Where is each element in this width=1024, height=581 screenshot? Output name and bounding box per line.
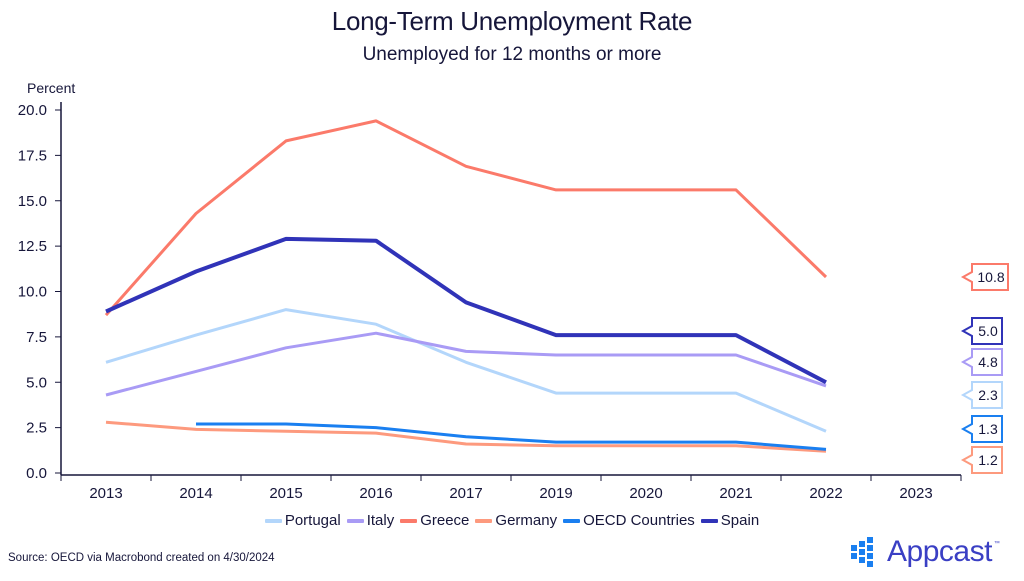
appcast-logo-text: Appcast — [887, 535, 992, 568]
callout-box — [960, 381, 1003, 409]
legend-label: Spain — [720, 512, 760, 529]
chart-subtitle: Unemployed for 12 months or more — [362, 44, 662, 65]
legend-swatch — [563, 518, 581, 523]
appcast-logo: Appcast ™ — [851, 537, 1000, 567]
end-label-oecd-countries: 1.3 — [960, 415, 1003, 443]
x-tick-label: 2022 — [809, 485, 842, 502]
y-tick-label: 2.5 — [26, 420, 47, 437]
end-value-text: 10.8 — [977, 269, 1004, 285]
y-tick-label: 17.5 — [18, 147, 47, 164]
end-value-labels: 10.8 5.0 4.8 2.3 1.3 1.2 — [960, 263, 1009, 474]
x-tick-label: 2021 — [719, 485, 752, 502]
legend-item-portugal: Portugal — [264, 512, 341, 529]
legend-swatch — [346, 518, 364, 523]
y-tick-label: 20.0 — [18, 102, 47, 119]
y-tick-label: 12.5 — [18, 238, 47, 255]
y-tick-label: 10.0 — [18, 284, 47, 301]
end-label-greece: 10.8 — [960, 263, 1009, 291]
end-label-italy: 4.8 — [960, 348, 1003, 376]
callout-box — [960, 348, 1003, 376]
legend-swatch — [475, 518, 493, 523]
chart-title: Long-Term Unemployment Rate — [331, 6, 693, 36]
appcast-logo-icon — [851, 537, 873, 567]
x-axis-ticks: 2013 2014 2015 2016 2017 2019 2020 2021 2022 2023 — [60, 475, 962, 502]
end-value-text: 4.8 — [978, 354, 998, 370]
y-tick-label: 7.5 — [26, 329, 47, 346]
callout-box — [960, 317, 1003, 345]
legend-swatch — [700, 518, 718, 523]
legend-swatch — [264, 518, 282, 523]
legend-label: Italy — [366, 512, 395, 529]
x-tick-label: 2013 — [89, 485, 122, 502]
series-line-spain — [105, 236, 827, 385]
legend-item-greece: Greece — [400, 512, 469, 529]
callout-box — [960, 446, 1003, 474]
x-tick-label: 2023 — [899, 485, 932, 502]
series-line-portugal — [105, 308, 827, 433]
series-line-oecd-countries — [196, 422, 827, 451]
legend-item-italy: Italy — [346, 512, 395, 529]
legend-item-oecd-countries: OECD Countries — [563, 512, 695, 529]
y-tick-label: 0.0 — [26, 465, 47, 482]
trademark-symbol: ™ — [993, 541, 1000, 547]
x-tick-label: 2019 — [539, 485, 572, 502]
end-value-text: 5.0 — [978, 323, 998, 339]
y-tick-label: 5.0 — [26, 374, 47, 391]
series-line-greece — [104, 119, 828, 317]
end-label-germany: 1.2 — [960, 446, 1003, 474]
legend: Portugal Italy Greece Germany OECD Countries… — [0, 512, 1024, 529]
legend-item-spain: Spain — [700, 512, 760, 529]
series-lines — [104, 119, 828, 453]
y-tick-label: 15.0 — [18, 193, 47, 210]
callout-box — [960, 415, 1003, 443]
x-tick-label: 2014 — [179, 485, 212, 502]
callout-box — [960, 263, 1009, 291]
x-tick-label: 2017 — [449, 485, 482, 502]
end-label-spain: 5.0 — [960, 317, 1003, 345]
end-value-text: 1.3 — [978, 421, 998, 437]
legend-label: Germany — [495, 512, 558, 529]
y-axis-label: Percent — [27, 80, 75, 96]
legend-item-germany: Germany — [475, 512, 557, 529]
legend-swatch — [400, 518, 418, 523]
series-line-germany — [105, 420, 827, 453]
legend-label: OECD Countries — [583, 512, 695, 529]
x-tick-label: 2020 — [629, 485, 662, 502]
x-tick-label: 2015 — [269, 485, 302, 502]
end-value-text: 1.2 — [978, 452, 998, 468]
y-axis-ticks: 0.0 2.5 5.0 7.5 10.0 12.5 15.0 17.5 20.0 — [18, 102, 61, 482]
legend-label: Portugal — [284, 512, 341, 529]
end-label-portugal: 2.3 — [960, 381, 1003, 409]
series-line-italy — [105, 331, 827, 397]
end-value-text: 2.3 — [978, 387, 998, 403]
legend-label: Greece — [420, 512, 470, 529]
source-note: Source: OECD via Macrobond created on 4/… — [8, 552, 275, 564]
x-tick-label: 2016 — [359, 485, 392, 502]
